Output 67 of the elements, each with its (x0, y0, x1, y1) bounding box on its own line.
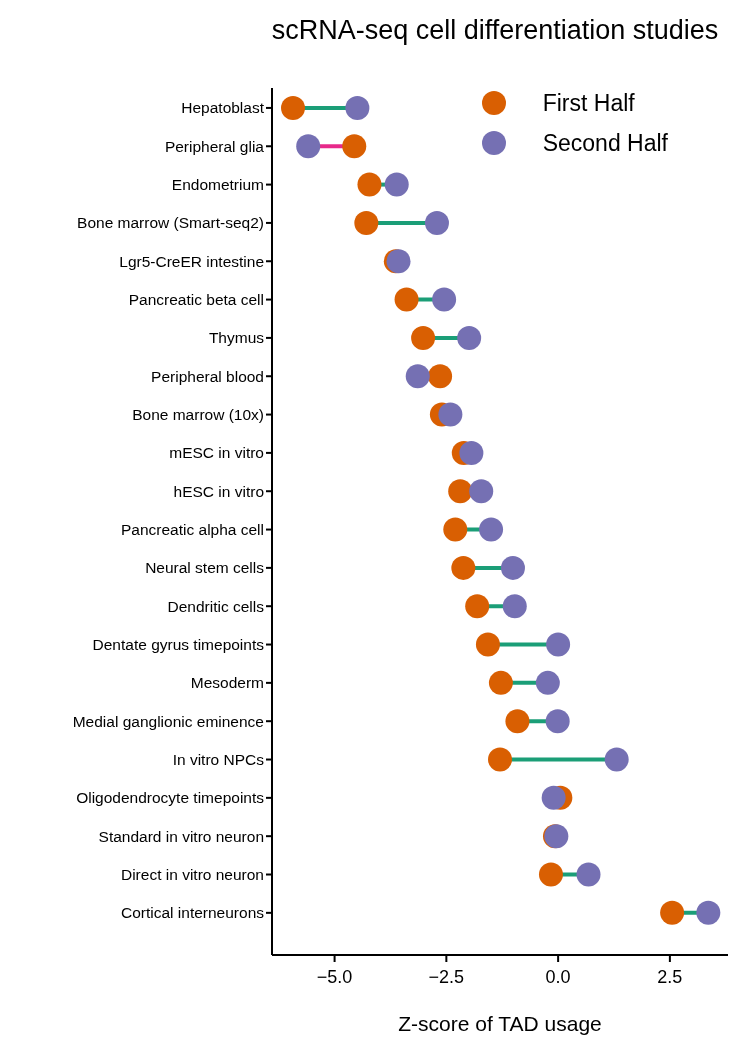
point (428, 364, 453, 389)
y-tick-label: Neural stem cells (145, 559, 265, 577)
point (488, 747, 512, 772)
y-tick-label: Cortical interneurons (120, 904, 265, 922)
y-tick-label: Pancreatic alpha cell (120, 521, 264, 539)
y-tick-label: Medial ganglionic eminence (72, 712, 264, 730)
point (296, 134, 321, 159)
point (505, 709, 530, 734)
point (438, 402, 463, 427)
point (535, 670, 560, 695)
point (384, 172, 409, 197)
point (479, 517, 504, 542)
point (538, 862, 563, 887)
y-tick-label: Endometrium (171, 176, 264, 194)
y-tick-label: Hepatoblast (181, 99, 265, 117)
point (660, 900, 685, 925)
point (345, 95, 370, 120)
chart-title: scRNA-seq cell differentiation studies (270, 14, 720, 47)
point (465, 594, 490, 619)
legend-label: Second Half (542, 129, 668, 158)
point (459, 440, 484, 465)
y-tick-label: Oligodendrocyte timepoints (76, 789, 265, 807)
y-tick-label: Peripheral glia (164, 137, 265, 155)
point (424, 210, 449, 235)
y-tick-label: Thymus (208, 329, 265, 347)
y-tick-label: hESC in vitro (173, 482, 264, 500)
y-tick-label: Dentate gyrus timepoints (92, 636, 265, 654)
y-tick-label: mESC in vitro (169, 444, 264, 462)
y-tick-label: Pancreatic beta cell (128, 291, 264, 309)
point (502, 594, 527, 619)
point (469, 479, 494, 504)
point (451, 555, 476, 580)
point (394, 287, 419, 312)
point (342, 134, 367, 159)
point (696, 900, 721, 925)
y-tick-label: Lgr5-CreER intestine (119, 252, 264, 270)
x-tick-label: −5.0 (316, 966, 353, 987)
point (545, 709, 570, 734)
x-tick-label: 2.5 (657, 966, 683, 987)
point (541, 785, 566, 810)
point (405, 364, 430, 389)
legend-label: First Half (542, 89, 635, 118)
x-axis-title: Z-score of TAD usage (398, 1012, 602, 1035)
y-tick-label: Peripheral blood (151, 367, 264, 385)
point (354, 210, 379, 235)
point (500, 555, 525, 580)
x-tick-label: 0.0 (545, 966, 571, 987)
y-tick-label: In vitro NPCs (172, 751, 265, 769)
point (281, 95, 306, 120)
y-tick-label: Bone marrow (Smart-seq2) (77, 214, 264, 232)
point (488, 670, 513, 695)
point (443, 517, 468, 542)
point (457, 325, 482, 350)
point (357, 172, 382, 197)
point (546, 632, 571, 657)
point (475, 632, 500, 657)
point (576, 862, 601, 887)
point (411, 325, 436, 350)
y-tick-label: Standard in vitro neuron (98, 827, 264, 845)
point (448, 479, 473, 504)
y-tick-label: Bone marrow (10x) (132, 406, 264, 424)
y-tick-label: Direct in vitro neuron (120, 866, 264, 884)
y-tick-label: Dendritic cells (167, 597, 265, 615)
point (604, 747, 629, 772)
y-tick-label: Mesoderm (190, 674, 264, 692)
x-tick-label: −2.5 (428, 966, 465, 987)
point (432, 287, 457, 312)
